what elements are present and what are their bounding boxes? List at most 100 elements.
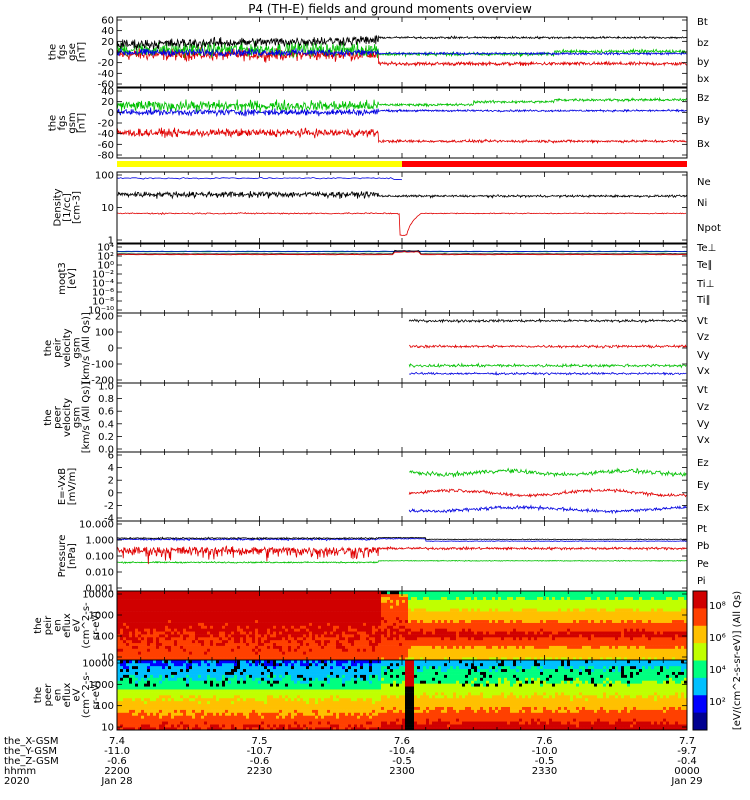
spectrogram-cell (474, 591, 478, 595)
spectrogram-cell (198, 639, 202, 644)
spectrogram-cell (372, 605, 376, 609)
spectrogram-cell (267, 637, 271, 641)
spectrogram-cell (120, 605, 124, 609)
spectrogram-cell (579, 611, 583, 615)
spectrogram-cell (246, 616, 250, 621)
spectrogram-cell (186, 628, 190, 632)
spectrogram-cell (348, 639, 352, 644)
spectrogram-cell (453, 654, 457, 658)
spectrogram-cell (339, 599, 343, 603)
spectrogram-cell (489, 605, 493, 609)
spectrogram-cell (471, 657, 475, 661)
spectrogram-cell (222, 602, 226, 606)
spectrogram-cell (363, 591, 367, 595)
spectrogram-cell (492, 625, 496, 629)
spectrogram-cell (321, 634, 325, 638)
series-npot (117, 176, 403, 181)
spectrogram-cell (162, 628, 166, 632)
spectrogram-cell (123, 616, 127, 621)
spectrogram-cell (549, 608, 553, 612)
spectrogram-cell (336, 634, 340, 638)
spectrogram-cell (339, 611, 343, 615)
spectrogram-cell (132, 631, 136, 635)
spectrogram-cell (159, 593, 163, 598)
spectrogram-cell (138, 593, 142, 598)
spectrogram-cell (618, 596, 622, 600)
spectrogram-cell (258, 605, 262, 609)
y-tick-label: 2 (108, 476, 114, 487)
spectrogram-cell (285, 657, 289, 661)
spectrogram-cell (555, 619, 559, 623)
spectrogram-cell (240, 642, 244, 646)
spectrogram-cell (354, 622, 358, 626)
spectrogram-cell (123, 657, 127, 661)
spectrogram-cell (210, 599, 214, 603)
spectrogram-cell (633, 599, 637, 603)
spectrogram-cell (192, 637, 196, 641)
spectrogram-cell (519, 611, 523, 615)
spectrogram-cell (339, 628, 343, 632)
spectrogram-cell (171, 628, 175, 632)
spectrogram-cell (429, 645, 433, 649)
spectrogram-cell (441, 596, 445, 600)
spectrogram-cell (441, 639, 445, 644)
spectrogram-cell (408, 642, 412, 646)
spectrogram-cell (330, 599, 334, 603)
spectrogram-cell (543, 648, 547, 652)
spectrogram-cell (135, 637, 139, 641)
spectrogram-cell (444, 591, 448, 595)
spectrogram-cell (558, 634, 562, 638)
spectrogram-cell (636, 593, 640, 598)
spectrogram-cell (336, 654, 340, 658)
spectrogram-cell (555, 599, 559, 603)
spectrogram-cell (639, 628, 643, 632)
spectrogram-cell (600, 622, 604, 626)
series-tepar (117, 249, 687, 255)
spectrogram-cell (384, 657, 388, 661)
spectrogram-cell (645, 602, 649, 606)
spectrogram-cell (360, 616, 364, 621)
spectrogram-cell (159, 622, 163, 626)
spectrogram-cell (123, 622, 127, 626)
spectrogram-cell (627, 605, 631, 609)
spectrogram-cell (336, 614, 340, 618)
spectrogram-cell (567, 634, 571, 638)
spectrogram-cell (612, 625, 616, 629)
spectrogram-cell (369, 625, 373, 629)
spectrogram-cell (408, 611, 412, 615)
spectrogram-cell (438, 631, 442, 635)
spectrogram-cell (630, 625, 634, 629)
spectrogram-cell (165, 616, 169, 621)
spectrogram-cell (474, 602, 478, 606)
spectrogram-cell (519, 648, 523, 652)
spectrogram-cell (417, 642, 421, 646)
spectrogram-cell (324, 599, 328, 603)
spectrogram-cell (429, 599, 433, 603)
spectrogram-cell (291, 628, 295, 632)
spectrogram-cell (354, 628, 358, 632)
spectrogram-cell (213, 605, 217, 609)
spectrogram-cell (621, 645, 625, 649)
spectrogram-cell (144, 657, 148, 661)
spectrogram-cell (492, 637, 496, 641)
spectrogram-cell (525, 611, 529, 615)
spectrogram-cell (552, 648, 556, 652)
spectrogram-cell (561, 648, 565, 652)
spectrogram-cell (306, 605, 310, 609)
spectrogram-cell (321, 608, 325, 612)
spectrogram-cell (459, 625, 463, 629)
spectrogram-cell (363, 614, 367, 618)
spectrogram-cell (240, 651, 244, 655)
spectrogram-cell (246, 657, 250, 661)
spectrogram-cell (363, 639, 367, 644)
spectrogram-cell (645, 619, 649, 623)
spectrogram-cell (561, 602, 565, 606)
spectrogram-cell (300, 625, 304, 629)
spectrogram-cell (408, 628, 412, 632)
spectrogram-cell (171, 625, 175, 629)
spectrogram-cell (426, 631, 430, 635)
spectrogram-cell (504, 634, 508, 638)
spectrogram-cell (156, 602, 160, 606)
spectrogram-cell (123, 593, 127, 598)
spectrogram-cell (627, 614, 631, 618)
